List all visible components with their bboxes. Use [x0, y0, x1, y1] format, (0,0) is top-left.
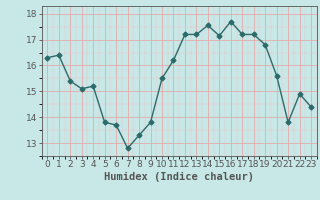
X-axis label: Humidex (Indice chaleur): Humidex (Indice chaleur) — [104, 172, 254, 182]
